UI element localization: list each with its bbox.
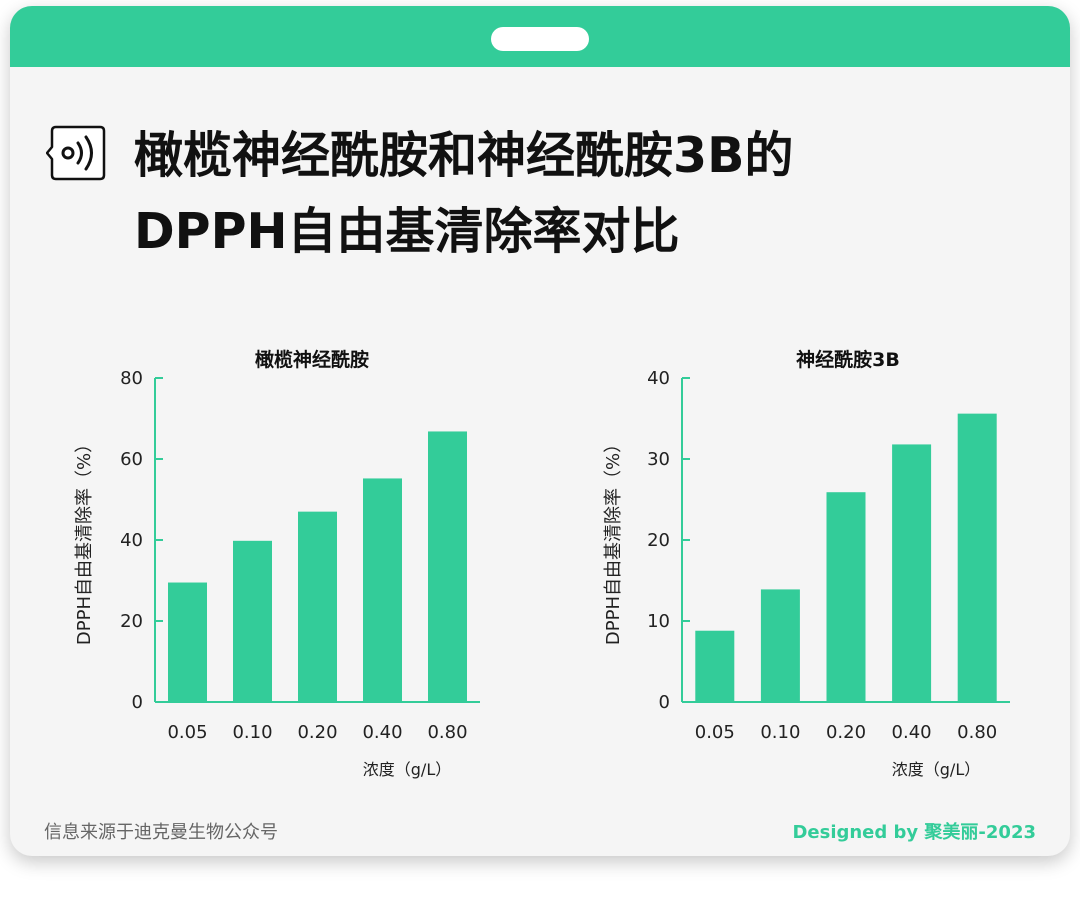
top-handle (491, 27, 589, 51)
c1-bar-0.20 (826, 492, 866, 702)
source-note: 信息来源于迪克曼生物公众号 (44, 822, 278, 843)
c0-bar-0.10 (233, 540, 272, 702)
c1-y-tick-label: 0 (659, 692, 670, 713)
c0-x-tick-label: 0.10 (232, 722, 272, 743)
c0-chart-title: 橄榄神经酰胺 (255, 348, 369, 371)
c1-y-tick-label: 30 (647, 449, 670, 470)
c1-bar-0.10 (760, 589, 800, 702)
c0-bar-0.40 (363, 478, 402, 702)
c0-y-tick-label: 60 (120, 449, 143, 470)
c1-y-axis-label: DPPH自由基清除率（%） (603, 435, 624, 645)
c0-x-tick-label: 0.20 (297, 722, 337, 743)
c1-y-tick-label: 40 (647, 368, 670, 389)
c0-bar-0.20 (298, 511, 337, 702)
c1-x-tick-label: 0.80 (957, 722, 997, 743)
c1-y-tick-label: 10 (647, 611, 670, 632)
c1-x-tick-label: 0.20 (826, 722, 866, 743)
c1-bar-0.05 (695, 630, 735, 702)
c1-x-tick-label: 0.40 (892, 722, 932, 743)
c0-y-tick-label: 20 (120, 611, 143, 632)
c0-bar-0.80 (428, 431, 467, 702)
sound-wave-bubble-icon (46, 125, 106, 181)
c0-y-axis-label: DPPH自由基清除率（%） (74, 435, 95, 645)
c0-x-axis-label: 浓度（g/L） (363, 760, 451, 779)
infographic-card: 橄榄神经酰胺和神经酰胺3B的 DPPH自由基清除率对比 橄榄神经酰胺 0 20 40 6… (10, 6, 1070, 856)
bar-chart-olive-ceramide: 橄榄神经酰胺 0 20 40 60 80 0.05 0.10 0.20 0.40 0.80 浓度（g/… (74, 348, 480, 779)
c1-x-axis-label: 浓度（g/L） (892, 760, 980, 779)
c0-y-tick-label: 80 (120, 368, 143, 389)
c0-x-tick-label: 0.05 (167, 722, 207, 743)
c1-y-tick-label: 20 (647, 530, 670, 551)
c1-x-tick-label: 0.05 (695, 722, 735, 743)
c0-x-tick-label: 0.80 (427, 722, 467, 743)
c1-bar-0.80 (957, 413, 997, 702)
c0-y-tick-label: 40 (120, 530, 143, 551)
c1-bar-0.40 (892, 444, 932, 702)
c1-x-tick-label: 0.10 (760, 722, 800, 743)
top-bar (10, 6, 1070, 67)
c0-bar-0.05 (168, 582, 207, 702)
c0-x-tick-label: 0.40 (362, 722, 402, 743)
title-line-1: 橄榄神经酰胺和神经酰胺3B的 (134, 127, 794, 184)
title-line-2: DPPH自由基清除率对比 (134, 203, 680, 260)
bar-chart-ceramide-3b: 神经酰胺3B 0 10 20 30 40 0.05 0.10 0.20 0.40 0.80 浓度（g/… (603, 348, 1010, 779)
designer-credit: Designed by 聚美丽-2023 (792, 822, 1036, 843)
c0-y-tick-label: 0 (132, 692, 143, 713)
page-title: 橄榄神经酰胺和神经酰胺3B的 DPPH自由基清除率对比 (134, 118, 1034, 270)
c1-chart-title: 神经酰胺3B (796, 348, 900, 371)
